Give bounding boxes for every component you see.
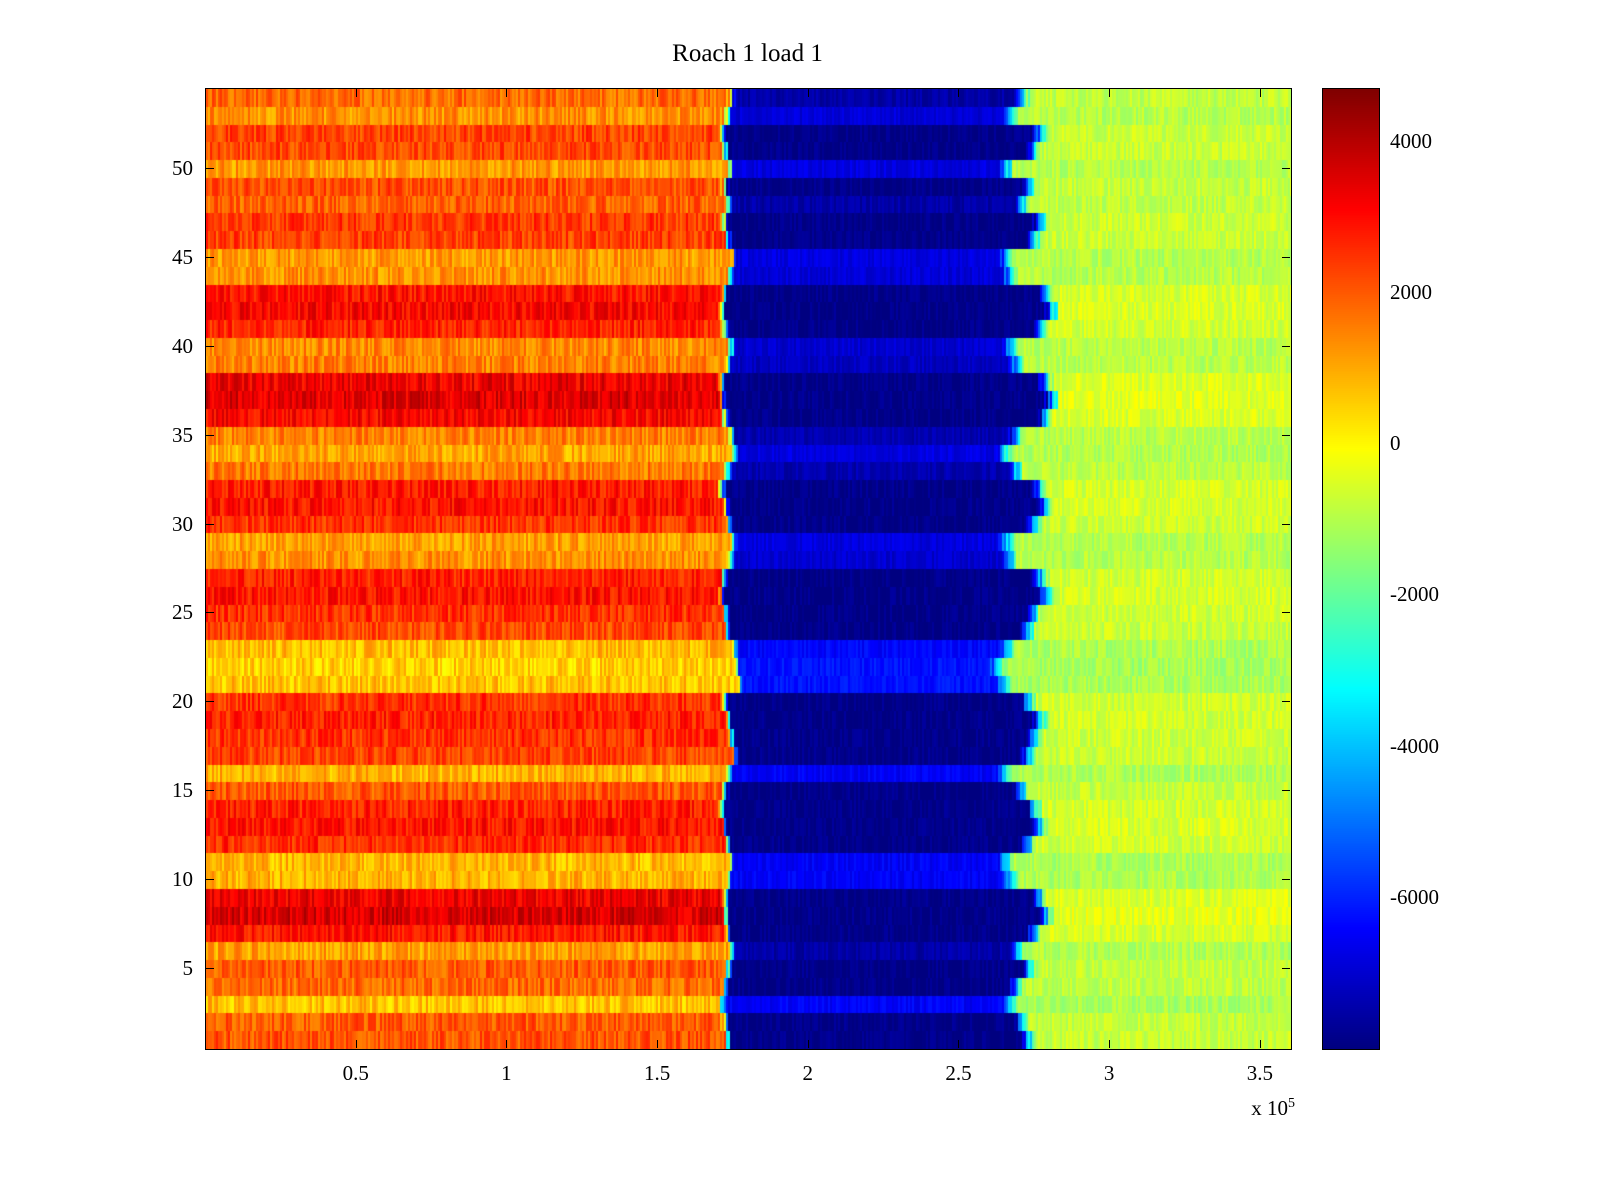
y-tick-label: 10 — [172, 867, 193, 892]
tick-mark — [958, 89, 960, 97]
colorbar — [1322, 88, 1380, 1050]
tick-mark — [1282, 434, 1290, 436]
heatmap-image — [206, 89, 1291, 1049]
heatmap-axes — [205, 88, 1292, 1050]
tick-mark — [1282, 168, 1290, 169]
y-tick-label: 5 — [182, 956, 194, 980]
y-tick-label: 40 — [172, 333, 193, 358]
tick-mark — [206, 168, 214, 169]
x-axis-multiplier-exponent: 5 — [1288, 1096, 1295, 1111]
tick-mark — [206, 701, 214, 703]
tick-mark — [1259, 89, 1261, 97]
tick-mark — [355, 89, 357, 97]
y-tick-label: 45 — [172, 244, 193, 269]
colorbar-tick-label: -2000 — [1390, 582, 1439, 607]
colorbar-tick-label: -4000 — [1390, 733, 1439, 758]
tick-mark — [1109, 1040, 1111, 1048]
colorbar-tick-label: -6000 — [1390, 884, 1439, 909]
tick-mark — [206, 434, 214, 436]
tick-mark — [206, 345, 214, 347]
tick-mark — [807, 89, 809, 97]
x-tick-label: 0.5 — [342, 1061, 369, 1085]
tick-mark — [206, 612, 214, 614]
x-tick-label: 3.5 — [1246, 1061, 1273, 1085]
tick-mark — [1282, 523, 1290, 525]
colorbar-tick-label: 2000 — [1390, 280, 1432, 305]
tick-mark — [355, 1040, 357, 1048]
tick-mark — [657, 89, 659, 97]
tick-mark — [657, 1040, 659, 1048]
x-tick-label: 1 — [501, 1061, 512, 1085]
tick-mark — [1282, 879, 1290, 881]
x-tick-label: 2 — [802, 1061, 814, 1085]
y-tick-label: 35 — [172, 422, 193, 447]
tick-mark — [1109, 89, 1111, 97]
tick-mark — [1282, 790, 1290, 792]
x-tick-label: 1.5 — [643, 1061, 671, 1085]
colorbar-tick-label: 4000 — [1390, 128, 1432, 153]
tick-mark — [206, 523, 214, 525]
tick-mark — [1282, 612, 1290, 614]
tick-mark — [206, 879, 214, 881]
y-tick-label: 25 — [172, 600, 193, 625]
tick-mark — [506, 1040, 508, 1048]
tick-mark — [958, 1040, 960, 1048]
tick-mark — [807, 1040, 809, 1048]
tick-mark — [1282, 968, 1290, 969]
tick-mark — [206, 790, 214, 792]
tick-mark — [1282, 701, 1290, 703]
tick-mark — [506, 89, 508, 97]
tick-mark — [1282, 256, 1290, 258]
y-tick-label: 15 — [172, 778, 193, 803]
x-axis-exponent-label: x 105 — [1195, 1096, 1295, 1121]
tick-mark — [206, 256, 214, 258]
tick-mark — [206, 968, 214, 969]
y-tick-label: 50 — [172, 156, 193, 180]
tick-mark — [1259, 1040, 1261, 1048]
colorbar-gradient — [1323, 89, 1379, 1049]
x-tick-label: 3 — [1103, 1061, 1115, 1085]
tick-mark — [1282, 345, 1290, 347]
y-tick-label: 20 — [172, 689, 193, 714]
colorbar-tick-label: 0 — [1390, 431, 1401, 456]
x-axis-multiplier-base: x 10 — [1251, 1096, 1288, 1120]
y-tick-label: 30 — [172, 511, 193, 536]
x-tick-label: 2.5 — [945, 1061, 972, 1085]
chart-title: Roach 1 load 1 — [672, 40, 823, 67]
